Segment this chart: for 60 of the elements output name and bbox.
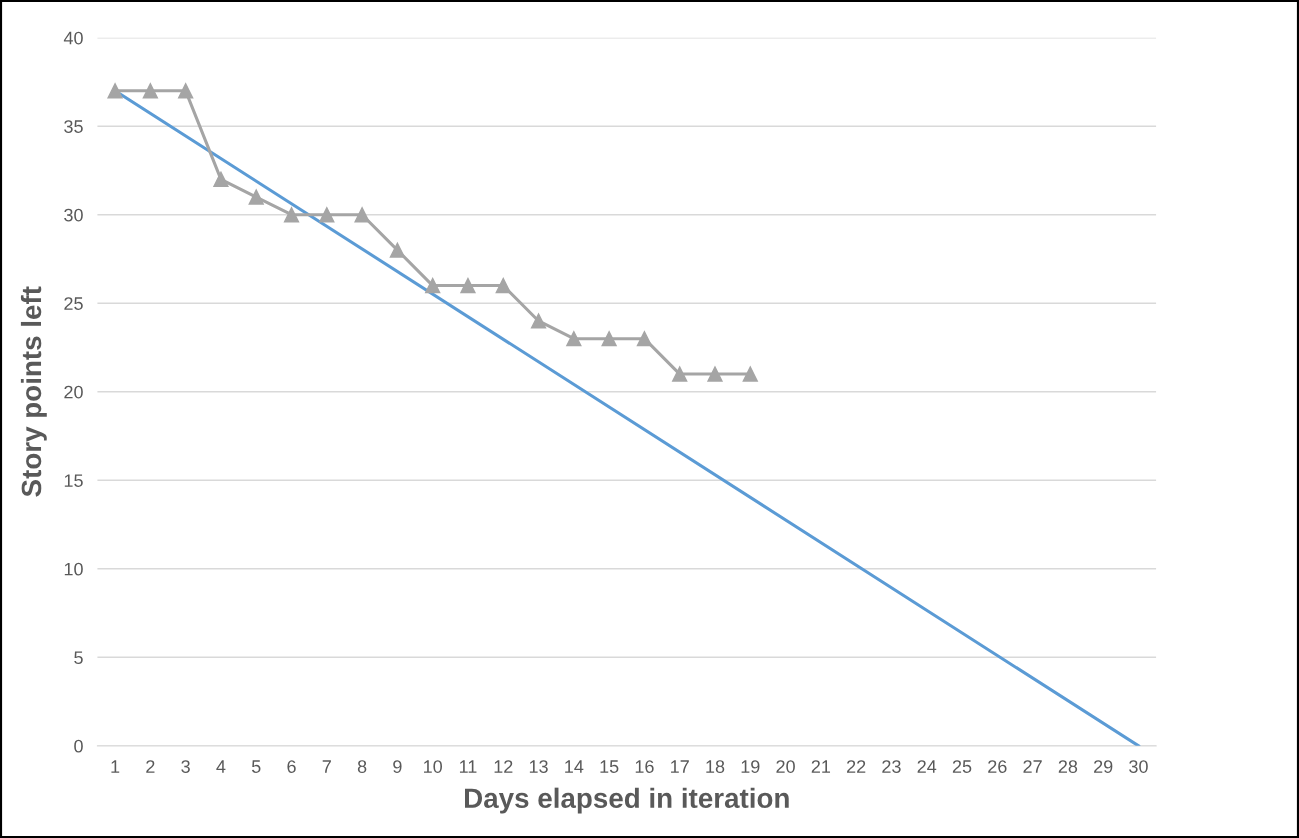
y-tick-label: 0: [74, 739, 83, 753]
point: [601, 331, 617, 347]
x-tick-label: 20: [776, 760, 795, 773]
point: [495, 277, 511, 294]
point: [530, 313, 547, 329]
x-tick-label: 15: [600, 760, 619, 773]
x-tick-label: 4: [216, 760, 226, 773]
x-tick-label: 14: [565, 760, 584, 773]
x-tick-label: 16: [635, 760, 654, 773]
x-tick-label: 12: [494, 760, 513, 773]
x-axis-title: Days elapsed in iteration: [465, 787, 789, 814]
x-tick-label: 11: [459, 760, 477, 773]
y-tick-label: 15: [64, 474, 83, 487]
x-tick-label: 13: [529, 760, 548, 773]
x-tick-label: 21: [811, 760, 831, 773]
x-tick-label: 6: [287, 760, 296, 773]
x-tick-label: 17: [671, 760, 689, 773]
x-tick-label: 29: [1094, 760, 1113, 773]
x-tick-label: 2: [146, 760, 155, 773]
y-tick-label: 25: [64, 297, 83, 310]
point: [213, 171, 229, 187]
x-tick-label: 25: [952, 760, 972, 773]
point: [672, 366, 688, 382]
x-tick-label: 22: [847, 760, 866, 773]
point: [425, 277, 441, 294]
x-tick-label: 23: [882, 760, 901, 773]
y-tick-label: 35: [64, 120, 83, 133]
x-tick-label: 1: [111, 760, 120, 773]
point: [178, 83, 194, 99]
x-tick-label: 18: [706, 760, 725, 773]
point: [142, 83, 158, 99]
x-tick-label: 5: [251, 760, 261, 773]
point: [107, 83, 123, 99]
y-tick-label: 30: [64, 208, 83, 222]
y-tick-label: 5: [74, 651, 83, 665]
point: [389, 242, 406, 258]
x-tick-label: 19: [741, 760, 760, 773]
x-tick-label: 24: [917, 760, 937, 773]
point: [460, 277, 476, 294]
y-axis-title: Story points left: [20, 286, 47, 497]
point: [354, 207, 370, 223]
point: [742, 366, 758, 382]
x-tick-label: 27: [1023, 760, 1042, 773]
x-tick-label: 26: [988, 760, 1007, 773]
point: [566, 331, 582, 347]
point: [707, 366, 723, 382]
point: [319, 207, 335, 223]
x-tick-label: 8: [357, 760, 367, 773]
x-tick-label: 3: [181, 760, 190, 773]
x-tick-label: 9: [393, 760, 402, 773]
x-tick-label: 7: [322, 760, 331, 773]
x-tick-label: 10: [424, 760, 443, 773]
x-tick-label: 30: [1129, 760, 1148, 773]
y-tick-label: 10: [64, 562, 83, 576]
y-tick-label: 40: [63, 31, 83, 45]
x-tick-label: 28: [1058, 760, 1078, 773]
point: [283, 207, 300, 223]
y-tick-label: 20: [64, 385, 83, 399]
point: [636, 331, 653, 347]
point: [248, 189, 264, 205]
